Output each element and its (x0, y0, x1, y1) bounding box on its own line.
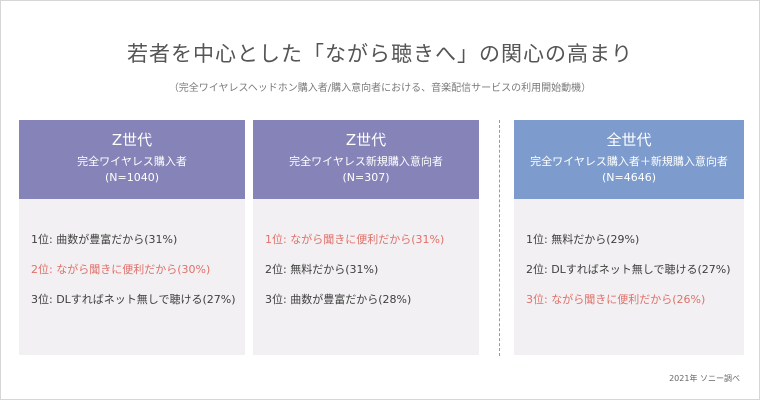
sample-size: (N=1040) (104, 171, 160, 184)
card-header: Z世代 完全ワイヤレス購入者 (N=1040) (19, 120, 245, 199)
rank-item: 3位: DLすればネット無しで聴ける(27%) (31, 293, 236, 306)
generation-label: Z世代 (111, 131, 153, 149)
sample-size: (N=4646) (601, 171, 657, 184)
generation-label: 全世代 (606, 131, 652, 149)
sample-size: (N=307) (342, 171, 390, 184)
rank-list: 1位: 無料だから(29%) 2位: DLすればネット無しで聴ける(27%) 3… (514, 199, 744, 307)
card-all-generations: 全世代 完全ワイヤレス購入者＋新規購入意向者 (N=4646) 1位: 無料だか… (514, 120, 744, 355)
group-label: 完全ワイヤレス購入者 (77, 155, 187, 168)
rank-item: 1位: 無料だから(29%) (526, 233, 640, 246)
card-gen-z-prospects: Z世代 完全ワイヤレス新規購入意向者 (N=307) 1位: ながら聞きに便利だ… (253, 120, 479, 355)
rank-item: 2位: DLすればネット無しで聴ける(27%) (526, 263, 731, 276)
page-title: 若者を中心とした「ながら聴きへ」の関心の高まり (127, 42, 633, 66)
rank-list: 1位: 曲数が豊富だから(31%) 2位: ながら聞きに便利だから(30%) 3… (19, 199, 245, 307)
source-note: 2021年 ソニー調べ (669, 374, 740, 383)
generation-label: Z世代 (345, 131, 387, 149)
rank-item: 3位: 曲数が豊富だから(28%) (265, 293, 412, 306)
card-gen-z-purchasers: Z世代 完全ワイヤレス購入者 (N=1040) 1位: 曲数が豊富だから(31%… (19, 120, 245, 355)
dashed-divider (499, 120, 500, 356)
rank-item-highlight: 2位: ながら聞きに便利だから(30%) (31, 263, 211, 276)
card-header: Z世代 完全ワイヤレス新規購入意向者 (N=307) (253, 120, 479, 199)
group-label: 完全ワイヤレス新規購入意向者 (289, 155, 443, 168)
card-header: 全世代 完全ワイヤレス購入者＋新規購入意向者 (N=4646) (514, 120, 744, 199)
rank-item-highlight: 3位: ながら聞きに便利だから(26%) (526, 293, 706, 306)
rank-item-highlight: 1位: ながら聞きに便利だから(31%) (265, 233, 445, 246)
page-subtitle: （完全ワイヤレスヘッドホン購入者/購入意向者における、音楽配信サービスの利用開始… (168, 83, 592, 94)
rank-item: 2位: 無料だから(31%) (265, 263, 379, 276)
rank-item: 1位: 曲数が豊富だから(31%) (31, 233, 178, 246)
group-label: 完全ワイヤレス購入者＋新規購入意向者 (530, 155, 728, 168)
rank-list: 1位: ながら聞きに便利だから(31%) 2位: 無料だから(31%) 3位: … (253, 199, 479, 307)
